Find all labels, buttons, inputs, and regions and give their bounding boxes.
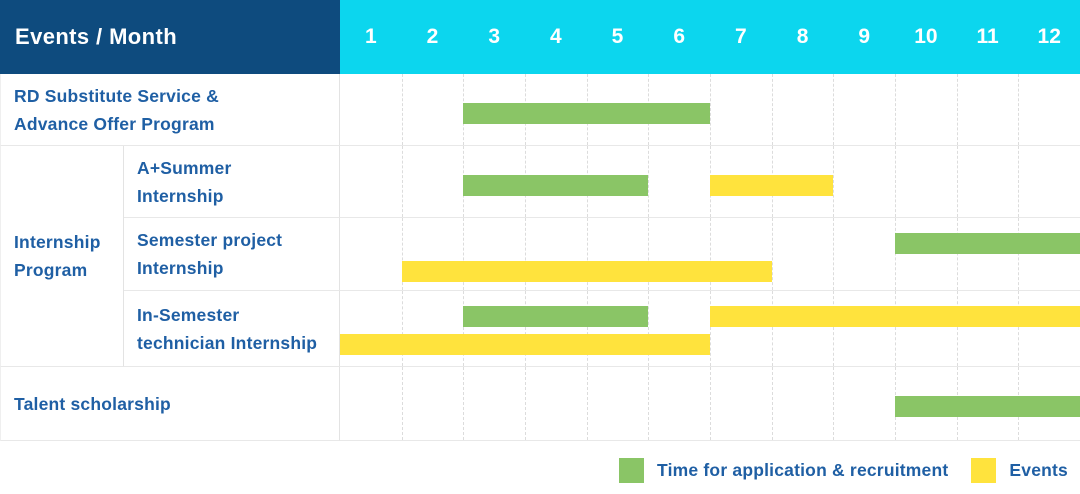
row-label-line: Advance Offer Program: [14, 113, 215, 134]
row-label-line: Internship: [137, 258, 224, 278]
month-gridline: [833, 291, 835, 366]
month-gridline: [525, 367, 526, 440]
row-label-in-semester-technician: In-Semester technician Internship: [124, 291, 340, 367]
month-header-label: 5: [611, 25, 624, 48]
month-gridline: [833, 367, 835, 440]
group-label-line: Program: [14, 260, 88, 280]
month-header-label: 4: [550, 25, 562, 48]
row-label-line: In-Semester: [137, 304, 240, 325]
row-label-semester-project: Semester project Internship: [124, 218, 340, 291]
gantt-row-track: [340, 74, 1080, 146]
month-gridline: [525, 218, 526, 290]
gantt-bar-recruitment: [463, 175, 649, 196]
gantt-bar-event: [710, 306, 1080, 327]
month-gridline: [895, 146, 896, 217]
month-gridline: [648, 291, 650, 366]
gantt-row-track: [340, 367, 1080, 441]
gantt-bar-event: [401, 261, 772, 282]
gantt-row-track: [340, 146, 1080, 218]
month-header-label: 8: [796, 25, 809, 48]
group-label-line: Internship: [14, 232, 101, 252]
month-header-label: 6: [673, 25, 686, 48]
month-gridline: [710, 291, 711, 366]
month-gridline: [895, 74, 896, 145]
gantt-bar-event: [710, 175, 834, 196]
month-gridline: [956, 74, 958, 145]
month-gridline: [833, 146, 835, 217]
row-label-line: RD Substitute Service &: [14, 85, 219, 106]
month-header-label: 12: [1037, 25, 1061, 48]
row-label-rd-substitute: RD Substitute Service & Advance Offer Pr…: [0, 74, 340, 146]
month-gridline: [401, 146, 403, 217]
month-gridline: [1018, 218, 1020, 290]
gantt-row-track: [340, 218, 1080, 291]
month-gridline: [648, 218, 650, 290]
month-gridline: [463, 218, 465, 290]
legend-item-recruitment: Time for application & recruitment: [619, 457, 949, 483]
month-gridline: [710, 218, 711, 290]
month-gridline: [771, 291, 773, 366]
month-gridline: [956, 146, 958, 217]
month-gridline: [956, 291, 958, 366]
row-label-line: Semester project: [137, 230, 283, 250]
month-gridline: [648, 146, 650, 217]
legend-label: Events: [1009, 459, 1068, 480]
month-gridline: [1018, 146, 1020, 217]
month-header-label: 1: [364, 25, 377, 48]
months-header: 1 2 3 4 5 6 7 8 9 10 11 12: [340, 0, 1080, 74]
month-gridline: [463, 367, 465, 440]
month-gridline: [648, 367, 650, 440]
month-gridline: [401, 74, 403, 145]
month-gridline: [771, 218, 773, 290]
row-label-line: A+Summer: [137, 157, 232, 178]
gantt-bar-recruitment: [463, 103, 710, 124]
recruitment-swatch-icon: [619, 457, 645, 483]
month-header-label: 11: [976, 25, 999, 48]
month-gridline: [586, 218, 588, 290]
row-label-talent-scholarship: Talent scholarship: [0, 367, 340, 441]
table-title: Events / Month: [15, 24, 178, 49]
gantt-bar-event: [340, 334, 710, 355]
month-gridline: [401, 291, 403, 366]
month-gridline: [895, 218, 896, 290]
group-label-internship-program: Internship Program: [0, 146, 124, 367]
gantt-row-track: [340, 291, 1080, 367]
month-gridline: [1018, 74, 1020, 145]
month-gridline: [401, 367, 403, 440]
month-gridline: [710, 367, 711, 440]
gantt-bar-recruitment: [463, 306, 649, 327]
gantt-bar-recruitment: [895, 233, 1080, 254]
month-gridline: [463, 291, 465, 366]
month-gridline: [525, 291, 526, 366]
row-label-line: Internship: [137, 185, 224, 206]
month-gridline: [833, 218, 835, 290]
month-header-label: 3: [488, 25, 501, 48]
gantt-bar-recruitment: [895, 396, 1080, 417]
month-gridline: [771, 367, 773, 440]
legend-item-events: Events: [971, 457, 1068, 483]
month-gridline: [771, 74, 773, 145]
month-gridline: [710, 74, 711, 145]
month-gridline: [401, 218, 403, 290]
legend-label: Time for application & recruitment: [657, 459, 949, 480]
month-header-label: 7: [735, 25, 747, 48]
month-gridline: [586, 291, 588, 366]
gantt-table: Events / Month 1 2 3 4 5 6 7 8 9 10 11 12 RD Substi…: [0, 0, 1080, 441]
legend: Time for application & recruitment Event…: [619, 451, 1068, 489]
month-gridline: [895, 291, 896, 366]
row-label-line: Talent scholarship: [14, 393, 171, 414]
month-gridline: [956, 218, 958, 290]
row-label-line: technician Internship: [137, 332, 318, 353]
month-gridline: [586, 367, 588, 440]
events-swatch-icon: [971, 457, 997, 483]
table-header-title-cell: Events / Month: [0, 0, 340, 74]
month-header-label: 2: [426, 25, 439, 48]
month-gridline: [1018, 291, 1020, 366]
month-gridline: [833, 74, 835, 145]
row-label-a-plus-summer: A+Summer Internship: [124, 146, 340, 218]
month-header-label: 9: [858, 25, 871, 48]
month-header-label: 10: [914, 25, 938, 48]
